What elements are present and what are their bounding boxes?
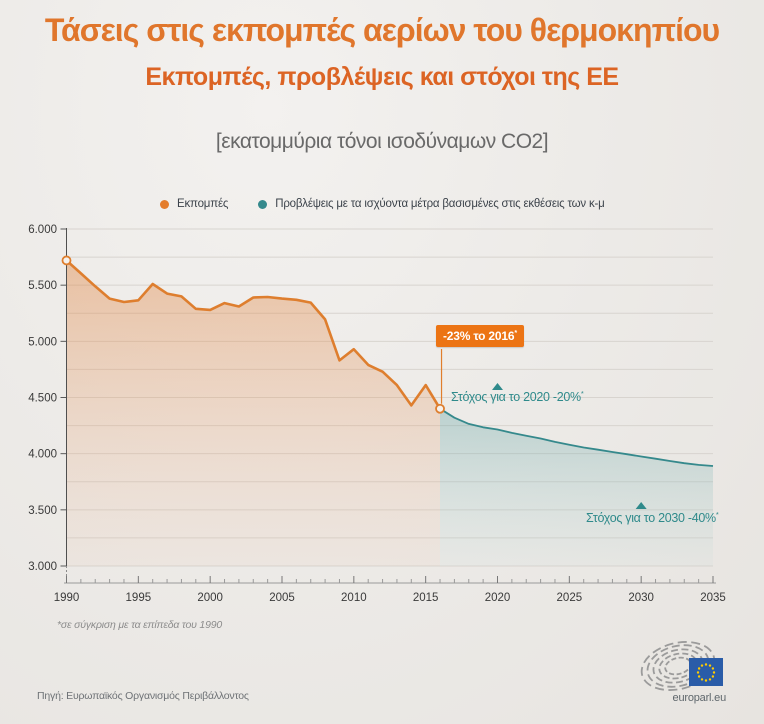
- target-2030-asterisk: *: [715, 510, 719, 519]
- page-subtitle: Εκπομπές, προβλέψεις και στόχοι της ΕΕ: [145, 63, 619, 91]
- footnote: *σε σύγκριση με τα επίπεδα του 1990: [57, 619, 222, 631]
- x-tick-label: 2020: [485, 592, 511, 604]
- annotation-badge-2016: -23% το 2016*: [436, 325, 524, 347]
- x-tick-label: 1995: [126, 592, 152, 604]
- target-2020-asterisk: *: [580, 389, 584, 398]
- emissions-line: [65, 259, 442, 410]
- page-title: Τάσεις στις εκπομπές αερίων του θερμοκηπ…: [44, 12, 720, 48]
- x-tick-label: 2025: [557, 592, 583, 604]
- y-tick-label: 6.000: [28, 224, 57, 236]
- target-2020-text: Στόχος για το 2020 -20%: [451, 390, 581, 405]
- legend-item-emissions: Εκπομπές: [160, 198, 228, 210]
- x-tick-label: 2015: [413, 592, 439, 604]
- emissions-area: [66, 260, 440, 566]
- x-tick-label: 1990: [54, 592, 80, 604]
- chart-legend: Εκπομπές Προβλέψεις με τα ισχύοντα μέτρα…: [160, 194, 605, 214]
- emissions-dot-icon: [160, 199, 169, 209]
- y-tick-label: 5.500: [28, 280, 57, 292]
- units-line: [εκατομμύρια τόνοι ισοδύναμων CO2]: [215, 130, 549, 153]
- legend-label-projections: Προβλέψεις με τα ισχύοντα μέτρα βασισμέν…: [275, 198, 605, 210]
- target-label-2020: Στόχος για το 2020 -20%*: [451, 389, 584, 405]
- y-tick-label: 3.000: [28, 561, 57, 573]
- target-label-2030: Στόχος για το 2030 -40%*: [586, 510, 719, 526]
- x-tick-label: 2000: [197, 592, 223, 604]
- annotation-badge-asterisk: *: [514, 328, 517, 337]
- endpoint-marker: [61, 255, 72, 266]
- source-line: Πηγή: Ευρωπαϊκός Οργανισμός Περιβάλλοντο…: [37, 690, 249, 702]
- x-tick-label: 2030: [628, 592, 654, 604]
- eu-flag-icon: [689, 658, 723, 686]
- y-tick-label: 5.000: [28, 336, 57, 348]
- eu-stars-icon: [696, 663, 716, 682]
- y-axis: 6.000 5.500 5.000 4.500 4.000 3.500 3.000: [28, 224, 67, 583]
- y-tick-label: 3.500: [28, 505, 57, 517]
- annotation-badge-text: -23% το 2016: [443, 329, 515, 343]
- x-axis: 1990 1995 2000 2005 2010 2015 2020 2025 2030 2035: [54, 576, 726, 604]
- x-tick-label: 2010: [341, 592, 367, 604]
- projections-area: [440, 408, 713, 566]
- legend-item-projections: Προβλέψεις με τα ισχύοντα μέτρα βασισμέν…: [258, 198, 605, 210]
- target-triangle-icon: [635, 502, 647, 509]
- target-2030-text: Στόχος για το 2030 -40%: [586, 511, 716, 526]
- legend-label-emissions: Εκπομπές: [177, 198, 229, 210]
- target-triangle-icon: [492, 383, 503, 390]
- x-tick-label: 2005: [269, 592, 295, 604]
- european-parliament-logo: [640, 641, 723, 691]
- endpoint-marker: [435, 403, 445, 414]
- logo-caption: europarl.eu: [672, 692, 727, 704]
- y-tick-label: 4.500: [28, 393, 57, 405]
- projections-dot-icon: [258, 199, 268, 209]
- projections-line: [439, 407, 714, 467]
- x-tick-label: 2035: [700, 592, 726, 604]
- y-tick-label: 4.000: [28, 449, 57, 461]
